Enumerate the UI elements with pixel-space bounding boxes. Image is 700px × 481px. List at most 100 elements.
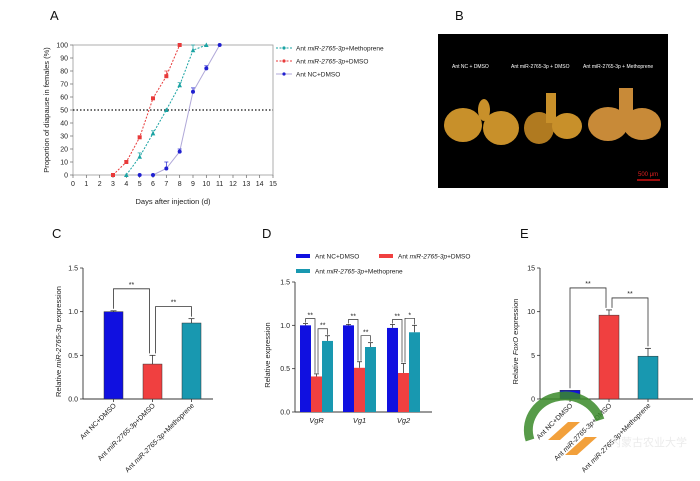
significance-bracket: [305, 318, 316, 373]
x-tick-label: 11: [216, 181, 223, 188]
data-point: [137, 135, 142, 140]
data-point: [164, 166, 169, 171]
y-tick-label: 5: [531, 353, 535, 360]
scale-bar-label: 500 μm: [638, 172, 658, 178]
bar: [322, 340, 333, 412]
y-tick-label: 80: [60, 69, 68, 76]
chart-a-diapause-curve: 0 1 2 3 4 5 6 7 8 9 10 11 12 13 14 15010203040506070809…: [42, 42, 384, 206]
photo-label-3: Ant miR-2765-3p + Methoprene: [583, 64, 653, 70]
bar: [387, 327, 398, 412]
data-point: [124, 172, 129, 177]
y-tick-label: 90: [60, 56, 68, 63]
significance-bracket: [360, 335, 371, 361]
bar: [300, 325, 311, 412]
x-tick-label: Vg1: [353, 416, 366, 425]
x-tick-label: 7: [164, 181, 168, 188]
x-tick-label: 2: [98, 181, 102, 188]
x-tick-label: 3: [111, 181, 115, 188]
panel-letter-d: D: [262, 226, 271, 241]
data-point: [124, 160, 129, 164]
significance-label: *: [408, 312, 411, 319]
legend-label: Ant NC+DMSO: [296, 71, 340, 78]
data-point: [177, 43, 182, 47]
bar: [409, 332, 420, 412]
chart-c-mir-expression: 0.0 0.5 1.0 1.5 Relative miR-2765-3p express…: [54, 266, 213, 474]
y-tick-label: 10: [60, 160, 68, 167]
x-tick-label: 10: [202, 181, 210, 188]
series-line: [112, 44, 181, 176]
y-axis-label: Relative expression: [263, 322, 272, 387]
significance-bracket: [611, 297, 649, 347]
significance-label: **: [395, 313, 401, 320]
data-point: [164, 74, 169, 79]
significance-bracket: [569, 287, 607, 389]
y-tick-label: 1.5: [68, 266, 78, 273]
legend-marker: [282, 59, 286, 63]
y-axis-label: Relative miR-2765-3p expression: [54, 286, 63, 397]
photo-label-2: Ant miR-2765-3p + DMSO: [511, 64, 570, 70]
significance-label: **: [627, 291, 633, 298]
legend-label: Ant miR-2765-3p+DMSO: [296, 58, 368, 65]
data-point: [204, 42, 209, 47]
photo-label-1: Ant NC + DMSO: [452, 64, 489, 70]
bar: [598, 314, 620, 400]
x-tick-label: 8: [178, 181, 182, 188]
significance-label: **: [129, 282, 135, 289]
x-tick-label: 15: [269, 181, 277, 188]
ovary-tissue: [444, 88, 661, 145]
significance-bracket: [113, 288, 150, 354]
x-tick-label: 5: [138, 181, 142, 188]
y-axis-label: Proportion of diapause in females (%): [42, 47, 51, 173]
x-tick-label: Ant miR-2765-3p+Methoprene: [124, 402, 196, 474]
bar: [354, 367, 365, 412]
bar: [398, 373, 409, 412]
plot-frame: [72, 44, 274, 176]
legend-label: Ant miR-2765-3p+Methoprene: [296, 45, 384, 52]
data-point: [217, 43, 222, 47]
legend-label: Ant NC+DMSO: [315, 254, 359, 261]
y-tick-label: 0.0: [68, 397, 78, 404]
bar: [637, 355, 659, 400]
data-point: [151, 173, 155, 177]
ovary-photo: Ant NC + DMSO Ant miR-2765-3p + DMSO Ant…: [438, 34, 668, 188]
y-tick-label: 60: [60, 95, 68, 102]
data-point: [177, 82, 182, 88]
significance-label: **: [363, 330, 369, 337]
x-tick-label: 4: [124, 181, 128, 188]
data-point: [151, 96, 155, 101]
x-tick-label: 6: [151, 181, 155, 188]
y-tick-label: 50: [60, 108, 68, 115]
y-tick-label: 1.0: [68, 309, 78, 316]
data-point: [191, 89, 195, 94]
x-tick-label: 0: [71, 181, 75, 188]
significance-label: **: [308, 313, 314, 320]
y-tick-label: 70: [60, 82, 68, 89]
data-point: [150, 130, 156, 136]
significance-label: **: [171, 300, 177, 307]
significance-label: **: [351, 313, 357, 320]
y-tick-label: 20: [60, 147, 68, 154]
data-point: [190, 47, 196, 53]
x-axis-label: Days after injection (d): [135, 197, 211, 206]
y-tick-label: 0: [531, 397, 535, 404]
legend-swatch: [379, 254, 393, 258]
x-tick-label: 13: [242, 181, 250, 188]
y-tick-label: 0.5: [280, 366, 290, 373]
significance-label: **: [585, 281, 591, 288]
y-tick-label: 0: [64, 173, 68, 180]
significance-bracket: [317, 328, 328, 373]
panel-letter-b: B: [455, 8, 464, 23]
y-tick-label: 1.5: [280, 280, 290, 287]
y-tick-label: 1.0: [280, 323, 290, 330]
x-tick-label: Ant NC+DMSO: [79, 402, 118, 441]
y-tick-label: 15: [527, 266, 535, 273]
significance-bracket: [348, 319, 359, 361]
legend-swatch: [296, 254, 310, 258]
bar: [343, 325, 354, 412]
significance-bracket: [155, 306, 192, 354]
bar: [311, 376, 322, 412]
bar: [142, 363, 163, 400]
significance-bracket: [404, 317, 415, 363]
x-tick-label: Vg2: [397, 416, 411, 425]
